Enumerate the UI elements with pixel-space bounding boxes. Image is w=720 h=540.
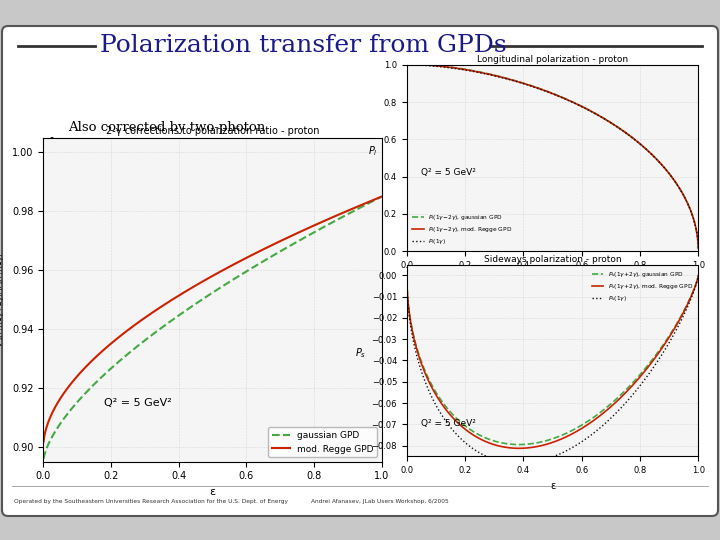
Title: Sideways polarization - proton: Sideways polarization - proton [484, 255, 621, 264]
gaussian GPD [255, 261, 264, 267]
Text: Andrei Afanasev, JLab Users Workshop, 6/2005: Andrei Afanasev, JLab Users Workshop, 6/… [311, 500, 449, 504]
Y-axis label: $P_l$: $P_l$ [368, 144, 377, 158]
mod. Regge GPD [235, 258, 244, 265]
mod. Regge GPD [377, 193, 386, 200]
Legend: gaussian GPD, mod. Regge GPD: gaussian GPD, mod. Regge GPD [268, 428, 377, 457]
mod. Regge GPD [296, 228, 305, 235]
Text: Operated by the Southeastern Universities Research Association for the U.S. Dept: Operated by the Southeastern Universitie… [14, 500, 288, 504]
gaussian GPD [296, 237, 305, 244]
mod. Regge GPD [244, 253, 253, 260]
Title: 2-γ corrections to polarization ratio - proton: 2-γ corrections to polarization ratio - … [106, 125, 319, 136]
gaussian GPD [330, 218, 339, 225]
Y-axis label: $P_s$: $P_s$ [355, 347, 366, 361]
Text: Q² = 5 GeV²: Q² = 5 GeV² [421, 168, 476, 177]
Text: Polarization transfer from GPDs: Polarization transfer from GPDs [100, 35, 507, 57]
Line: gaussian GPD: gaussian GPD [43, 197, 382, 458]
gaussian GPD [377, 193, 386, 200]
Legend: $P_s(1\gamma{+}2\gamma)$, gaussian GPD, $P_s(1\gamma{+}2\gamma)$, mod. Regge GPD: $P_s(1\gamma{+}2\gamma)$, gaussian GPD, … [589, 267, 696, 305]
Text: •: • [48, 133, 56, 147]
gaussian GPD [235, 272, 244, 279]
gaussian GPD [244, 267, 253, 273]
mod. Regge GPD [60, 389, 68, 396]
Text: Gep/Gmp extracted ratio: Gep/Gmp extracted ratio [68, 165, 235, 179]
Y-axis label: $(P_s/P_l)(1\gamma{+}2\gamma)/(P_s/P_l)(1\gamma)$: $(P_s/P_l)(1\gamma{+}2\gamma)/(P_s/P_l)(… [0, 252, 6, 347]
FancyBboxPatch shape [2, 26, 718, 516]
Text: Q² = 5 GeV²: Q² = 5 GeV² [104, 399, 172, 408]
Line: mod. Regge GPD: mod. Regge GPD [43, 197, 382, 441]
mod. Regge GPD [39, 438, 48, 444]
X-axis label: ε: ε [210, 487, 215, 497]
Text: exchange, but with little impact on: exchange, but with little impact on [68, 144, 302, 157]
X-axis label: ε: ε [550, 481, 555, 490]
gaussian GPD [60, 415, 68, 421]
Text: Q² = 5 GeV²: Q² = 5 GeV² [421, 419, 476, 428]
gaussian GPD [39, 455, 48, 462]
Legend: $P_l(1\gamma{-}2\gamma)$, gaussian GPD, $P_l(1\gamma{-}2\gamma)$, mod. Regge GPD: $P_l(1\gamma{-}2\gamma)$, gaussian GPD, … [410, 211, 515, 248]
Title: Longitudinal polarization - proton: Longitudinal polarization - proton [477, 55, 628, 64]
mod. Regge GPD [330, 213, 339, 220]
Text: Also corrected by two-photon: Also corrected by two-photon [68, 122, 265, 134]
X-axis label: ε: ε [550, 275, 555, 285]
mod. Regge GPD [255, 248, 264, 255]
